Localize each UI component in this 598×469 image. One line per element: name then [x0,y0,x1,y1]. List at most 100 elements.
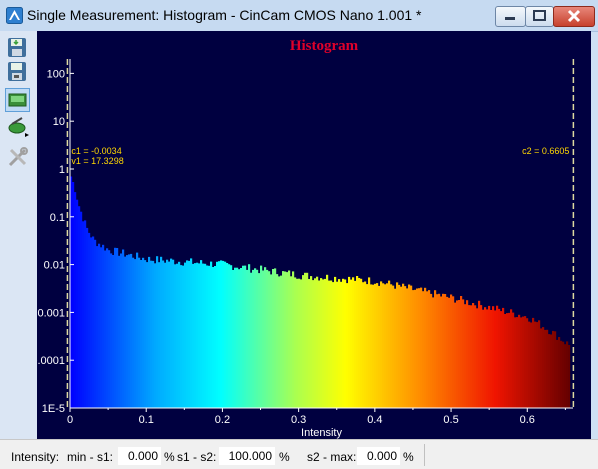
histogram-bar [334,276,337,408]
histogram-bar [362,282,365,408]
histogram-bar [80,211,83,408]
histogram-bar [218,261,221,408]
histogram-bars [70,176,571,408]
tools-disabled-icon [8,147,28,167]
histogram-bar [514,317,517,408]
histogram-bar [156,256,159,408]
histogram-bar [406,288,409,408]
histogram-bar [294,277,297,408]
histogram-bar [230,265,233,408]
histogram-bar [160,256,163,408]
histogram-bar [270,274,273,408]
histogram-bar [286,272,289,408]
histogram-bar [300,279,303,408]
histogram-bar [444,294,447,408]
chart-title: Histogram [290,38,359,54]
histogram-bar [266,269,269,408]
histogram-bar [116,248,119,408]
histogram-bar [396,282,399,408]
histogram-bar [346,283,349,408]
histogram-bar [170,258,173,408]
min-s1-unit: % [164,450,175,464]
histogram-bar [388,280,391,408]
histogram-view-button[interactable] [5,88,30,112]
histogram-bar [420,287,423,408]
histogram-bar [278,276,281,408]
histogram-bar [452,296,455,408]
histogram-bar [556,339,559,408]
histogram-bar [482,309,485,408]
histogram-bar [378,285,381,408]
y-tick-label: 10 [53,116,65,128]
histogram-bar [222,260,225,408]
s1-s2-label: s1 - s2: [177,450,217,464]
status-bar: Intensity: min - s1: 0.000 % s1 - s2: 10… [0,439,598,469]
close-button[interactable] [553,6,595,27]
maximize-button[interactable] [525,6,554,27]
histogram-bar [204,263,207,408]
histogram-bar [122,249,125,408]
histogram-bar [566,341,569,408]
histogram-bar [118,255,121,408]
histogram-bar [152,260,155,408]
histogram-bar [404,286,407,408]
histogram-bar [372,284,375,408]
s1-s2-field: 100.000 [219,447,275,465]
x-tick-label: 0 [67,414,73,426]
histogram-bar [188,260,191,408]
histogram-bar [130,253,133,408]
histogram-plot-area[interactable]: Histogram 100 10 1 0.1 0.01 0.001 0.0001 1E-50 0.… [31,31,591,439]
y-tick-label: 0.0001 [37,355,65,367]
y-tick-label: 0.01 [44,260,65,272]
histogram-bar [480,305,483,408]
histogram-bar [250,272,253,408]
close-icon [567,9,581,23]
histogram-bar [470,305,473,408]
histogram-bar [402,283,405,408]
y-tick-label: 1 [59,164,65,176]
histogram-bar [544,329,547,408]
histogram-bar [324,278,327,408]
histogram-bar [558,337,561,408]
histogram-bar [430,293,433,408]
histogram-bar [272,269,275,408]
histogram-bar [292,271,295,408]
s2-max-unit: % [403,450,414,464]
histogram-bar [268,271,271,408]
histogram-bar [108,250,111,408]
histogram-bar [244,265,247,408]
histogram-bar [532,317,535,408]
histogram-bar [546,329,549,408]
histogram-bar [102,244,105,408]
histogram-bar [484,307,487,408]
histogram-bar [92,236,95,408]
histogram-bar [298,278,301,408]
histogram-bar [528,321,531,408]
tools-button[interactable] [6,146,30,168]
histogram-bar [228,264,231,408]
histogram-bar [316,276,319,408]
histogram-bar [240,268,243,408]
histogram-bar [214,266,217,408]
histogram-bar [120,253,123,408]
histogram-bar [252,269,255,408]
histogram-bar [374,283,377,408]
histogram-bar [304,272,307,408]
histogram-bar [398,284,401,408]
histogram-bar [422,291,425,408]
save-button[interactable] [6,37,30,59]
histogram-bar [562,341,565,408]
histogram-bar [176,263,179,408]
histogram-bar [320,278,323,408]
histogram-bar [310,276,313,408]
histogram-bar [246,269,249,408]
histogram-bar [512,312,515,408]
histogram-bar [466,300,469,408]
histogram-bar [142,257,145,408]
histogram-bar [234,267,237,408]
x-tick-label: 0.4 [367,414,382,426]
save-as-button[interactable] [6,61,30,83]
settings-brush-button[interactable] [6,116,30,138]
histogram-bar [260,265,263,408]
minimize-button[interactable] [495,6,526,27]
